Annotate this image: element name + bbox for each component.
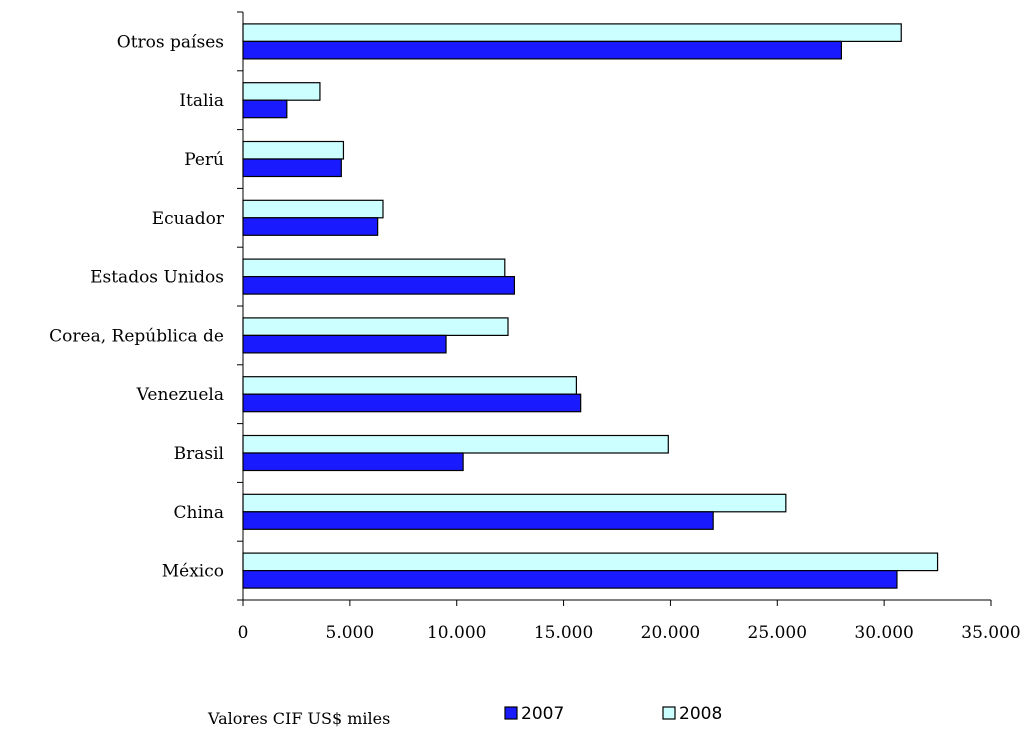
category-label-corea-republica-de: Corea, República de: [49, 326, 224, 346]
legend: 2007 2008: [504, 704, 722, 724]
x-tick-label: 25.000: [748, 623, 807, 643]
category-label-venezuela: Venezuela: [136, 385, 224, 405]
category-label-ecuador: Ecuador: [152, 209, 225, 229]
legend-swatch-2007: [504, 706, 518, 720]
bar-2007-brasil: [242, 452, 464, 472]
bar-2008-mexico: [242, 552, 939, 572]
bar-2008-china: [242, 493, 787, 513]
bar-2008-estados-unidos: [242, 258, 506, 278]
bar-2007-venezuela: [242, 393, 582, 413]
bar-2007-mexico: [242, 569, 898, 589]
x-tick-label: 30.000: [854, 623, 913, 643]
bar-2008-corea-republica-de: [242, 317, 509, 336]
legend-label-2008: 2008: [679, 704, 722, 724]
bar-2007-china: [242, 511, 714, 530]
x-tick-label: 15.000: [534, 623, 593, 643]
labels-layer: México China Brasil Venezuela Corea, Repúbli…: [49, 32, 1021, 643]
x-tick-label: 10.000: [427, 623, 486, 643]
legend-swatch-2008: [662, 706, 676, 720]
category-label-peru: Perú: [184, 150, 224, 170]
category-label-otros-paises: Otros países: [117, 32, 224, 52]
category-label-china: China: [174, 503, 224, 523]
x-tick-label: 20.000: [641, 623, 700, 643]
bar-2008-venezuela: [242, 376, 577, 395]
axes-layer: [237, 11, 992, 606]
footer-note: Valores CIF US$ miles: [207, 709, 390, 728]
bar-2008-peru: [242, 140, 345, 160]
bar-2007-otros-paises: [242, 40, 843, 60]
legend-label-2007: 2007: [521, 704, 564, 724]
bars-layer: [242, 23, 939, 589]
category-label-mexico: México: [162, 562, 224, 582]
x-tick-label: 0: [238, 623, 249, 643]
legend-item-2007: 2007: [504, 704, 564, 724]
bar-2008-brasil: [242, 434, 669, 454]
bar-2007-estados-unidos: [242, 276, 516, 295]
bar-2008-otros-paises: [242, 23, 902, 42]
category-label-brasil: Brasil: [174, 444, 224, 464]
bar-2007-corea-republica-de: [242, 334, 447, 354]
bar-2008-italia: [242, 82, 321, 101]
legend-item-2008: 2008: [662, 704, 722, 724]
category-label-italia: Italia: [179, 91, 224, 111]
category-label-estados-unidos: Estados Unidos: [90, 268, 224, 288]
bar-2007-ecuador: [242, 217, 379, 236]
bar-2008-ecuador: [242, 199, 384, 219]
x-tick-label: 35.000: [961, 623, 1020, 643]
x-tick-label: 5.000: [326, 623, 375, 643]
bar-2007-italia: [242, 99, 288, 119]
bar-2007-peru: [242, 158, 342, 178]
